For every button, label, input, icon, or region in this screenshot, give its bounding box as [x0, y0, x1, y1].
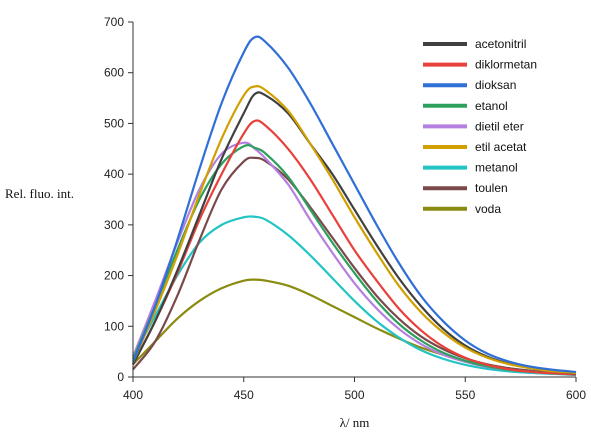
series-line-etanol [131, 144, 577, 376]
legend-label-dioksan: dioksan [475, 78, 516, 92]
series-line-voda [132, 278, 577, 375]
x-tick-label: 600 [566, 388, 586, 402]
legend-label-diklormetan: diklormetan [475, 58, 537, 72]
legend-label-voda: voda [475, 202, 501, 216]
series-line-etil-acetat [131, 85, 577, 375]
legend-label-etil-acetat: etil acetat [475, 140, 527, 154]
x-tick-label: 450 [234, 388, 254, 402]
y-tick-label: 100 [104, 319, 124, 333]
y-tick-label: 500 [104, 116, 124, 130]
series-line-dioksan [131, 35, 577, 374]
plot-lines [131, 35, 577, 377]
x-tick-label: 500 [344, 388, 364, 402]
y-tick-label: 700 [104, 15, 124, 29]
x-tick-label: 400 [123, 388, 143, 402]
legend-label-toulen: toulen [475, 181, 508, 195]
y-ticks: 0 100 200 300 400 500 600 700 [104, 15, 133, 384]
legend-label-etanol: etanol [475, 99, 508, 113]
legend-label-dietil-eter: dietil eter [475, 119, 524, 133]
y-tick-label: 0 [117, 370, 124, 384]
legend-label-acetonitril: acetonitril [475, 37, 526, 51]
y-tick-label: 400 [104, 167, 124, 181]
x-tick-label: 550 [455, 388, 475, 402]
y-tick-label: 600 [104, 66, 124, 80]
x-ticks: 400 450 500 550 600 [123, 377, 586, 402]
y-axis-title: Rel. fluo. int. [5, 186, 74, 201]
series-line-diklormetan [132, 119, 577, 376]
series-line-dietil-eter [131, 141, 577, 376]
legend-label-metanol: metanol [475, 161, 518, 175]
legend: acetonitril diklormetan dioksan etanol dieti… [423, 37, 537, 216]
x-axis-title: λ/ nm [340, 415, 370, 430]
series-line-acetonitril [132, 91, 577, 375]
y-tick-label: 300 [104, 218, 124, 232]
y-tick-label: 200 [104, 269, 124, 283]
series-line-metanol [132, 215, 577, 377]
